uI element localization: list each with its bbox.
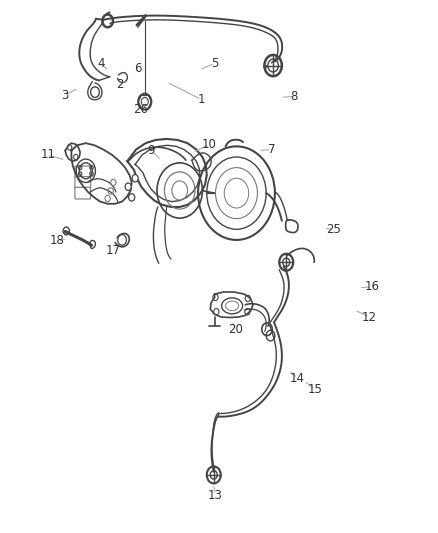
Text: 20: 20: [228, 322, 243, 336]
Text: 10: 10: [202, 138, 217, 151]
Text: 5: 5: [211, 57, 218, 70]
FancyBboxPatch shape: [75, 187, 91, 199]
Ellipse shape: [226, 301, 239, 311]
Ellipse shape: [222, 298, 243, 314]
Circle shape: [129, 193, 135, 201]
Text: 14: 14: [290, 372, 305, 385]
Text: 25: 25: [326, 223, 341, 236]
Text: 8: 8: [290, 90, 298, 103]
Text: 16: 16: [364, 280, 379, 293]
Text: 26: 26: [133, 103, 148, 116]
FancyBboxPatch shape: [75, 166, 91, 177]
FancyBboxPatch shape: [75, 176, 91, 188]
Text: 1: 1: [198, 93, 205, 106]
Text: 7: 7: [268, 143, 275, 156]
Text: 11: 11: [40, 148, 55, 161]
Text: 13: 13: [207, 489, 222, 502]
Circle shape: [132, 174, 138, 182]
Text: 6: 6: [134, 62, 142, 75]
Text: 3: 3: [62, 89, 69, 102]
Text: 2: 2: [116, 78, 123, 91]
Text: 4: 4: [97, 57, 105, 70]
Text: 17: 17: [106, 244, 121, 257]
Text: 18: 18: [50, 235, 65, 247]
Text: 15: 15: [307, 383, 322, 397]
Circle shape: [125, 183, 131, 190]
Text: 9: 9: [148, 144, 155, 157]
Text: 12: 12: [362, 311, 377, 324]
